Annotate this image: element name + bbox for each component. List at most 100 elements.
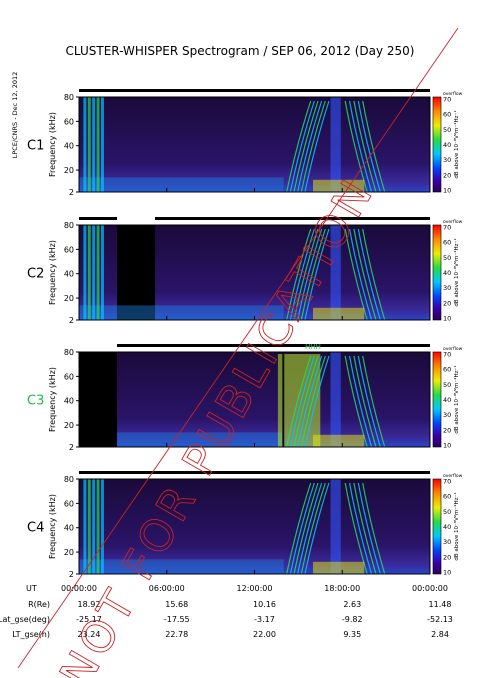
ephemeris-value: 11.48 [429,600,452,609]
colorbar [432,478,442,575]
coverage-bar [79,471,430,474]
colorbar-tick-label: 50 [443,126,451,134]
perigee-column [330,97,341,192]
chorus-arc [286,100,312,193]
emission-streak [83,97,87,192]
colorbar-tick-label: 70 [443,351,451,359]
chorus-arc [344,355,368,448]
chorus-arc [297,228,323,321]
data-gap [79,352,118,447]
ephemeris-value: 12:00:00 [237,584,273,593]
chorus-arc [297,482,323,575]
ephemeris-value: -25.17 [76,615,102,624]
y-tick-label: 2 [69,570,74,579]
emission-streak [92,479,96,574]
panel-marker: HHH [305,343,321,351]
chorus-arc [293,355,319,448]
chorus-arc [357,100,381,193]
colorbar-tick-label: 40 [443,523,451,531]
chorus-arc [362,100,386,193]
emission-streak [100,479,104,574]
colorbar-tick-label: 20 [443,553,451,561]
chorus-arc [353,482,377,575]
colorbar-tick-label: 30 [443,538,451,546]
panel-c4: 2 20 40 60 80 Frequency (kHz) C4 overflow 10 20 30… [27,471,463,579]
y-tick-label: 60 [64,245,74,254]
ephemeris-value: -3.17 [254,615,275,624]
chorus-arc [300,100,326,193]
colorbar-tick-label: 10 [443,569,451,577]
chorus-arc [353,228,377,321]
chorus-arc [348,482,373,575]
chorus-arc [357,482,381,575]
panel-name: C3 [27,394,44,409]
emission-streak [96,225,100,320]
y-tick-label: 40 [64,142,74,151]
colorbar-tick-label: 50 [443,254,451,262]
y-tick-label: 20 [64,548,74,557]
ephemeris-value: 00:00:00 [412,584,448,593]
colorbar-tick-label: 10 [443,187,451,195]
ephemeris-value: 2.84 [431,630,449,639]
ephemeris-row-label: R(Re) [28,600,50,609]
chorus-arc [348,228,373,321]
colorbar-tick-label: 20 [443,171,451,179]
y-axis-label: Frequency (kHz) [48,367,57,432]
emission-streak [92,225,96,320]
ephemeris-value: 06:00:00 [149,584,185,593]
y-tick-label: 2 [69,188,74,197]
ephemeris-row-label: Lat_gse(deg) [0,615,50,624]
chorus-arc [344,100,368,193]
perigee-column [330,225,341,320]
chorus-arc [344,482,368,575]
y-tick-label: 20 [64,421,74,430]
chorus-arc [353,355,377,448]
panel-name: C1 [27,139,44,154]
colorbar-tick-label: 60 [443,239,451,247]
colorbar-label: dB above 10⁻⁸V²m⁻²Hz⁻¹ [453,110,460,178]
y-tick-label: 2 [69,316,74,325]
data-gap [117,225,156,320]
ephemeris-value: 2.63 [343,600,361,609]
colorbar-label: dB above 10⁻⁸V²m⁻²Hz⁻¹ [453,238,460,306]
emission-streak [87,97,91,192]
coverage-bar [117,344,431,347]
chorus-arc [297,355,323,448]
ephemeris-value: -17.55 [164,615,190,624]
chorus-arc [304,355,330,448]
hiss-band [79,559,284,574]
emission-streak [83,479,87,574]
ephemeris-value: 9.35 [343,630,361,639]
y-tick-label: 40 [64,524,74,533]
chorus-arc [357,228,381,321]
ephemeris-value: 23.24 [78,630,101,639]
colorbar-tick-label: 70 [443,96,451,104]
perigee-column [330,352,341,447]
ephemeris-value: 15.68 [165,600,188,609]
chorus-arc [304,482,330,575]
colorbar-label: dB above 10⁻⁸V²m⁻²Hz⁻¹ [453,492,460,560]
ephemeris-value: 10.16 [253,600,276,609]
side-note: LPCE/CNRS - Dec 12, 2012 [11,72,19,159]
lowfreq-intense [313,561,365,574]
colorbar-label: dB above 10⁻⁸V²m⁻²Hz⁻¹ [453,365,460,433]
colorbar-tick-label: 60 [443,366,451,374]
ephemeris-row-label: LT_gse(h) [12,630,50,639]
colorbar-tick-label: 10 [443,442,451,450]
panel-name: C2 [27,267,44,282]
chorus-arc [293,100,319,193]
colorbar-overflow: overflow [443,346,463,352]
colorbar-tick-label: 60 [443,493,451,501]
colorbar-overflow: overflow [443,91,463,97]
chorus-arc [353,100,377,193]
emission-streak [96,97,100,192]
y-tick-label: 40 [64,270,74,279]
colorbar-tick-label: 40 [443,141,451,149]
colorbar [432,224,442,321]
y-tick-label: 80 [64,221,74,230]
y-tick-label: 60 [64,372,74,381]
chorus-arc [293,482,319,575]
y-tick-label: 80 [64,348,74,357]
colorbar-tick-label: 30 [443,156,451,164]
colorbar [432,351,442,448]
